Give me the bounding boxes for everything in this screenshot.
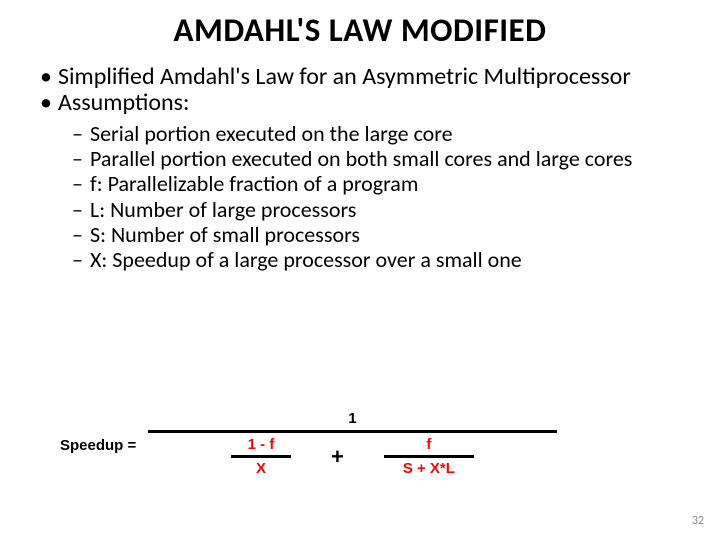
left-denominator: X xyxy=(231,458,291,477)
main-bullet-list: Simplified Amdahl's Law for an Asymmetri… xyxy=(0,64,720,117)
main-numerator: 1 xyxy=(148,410,556,433)
formula-label: Speedup = xyxy=(60,433,148,454)
right-numerator: f xyxy=(384,436,474,458)
speedup-formula: Speedup = 1 1 - f X + f S + X*L xyxy=(60,410,680,477)
sub-bullet-item: X: Speedup of a large processor over a s… xyxy=(72,247,710,272)
sub-bullet-item: L: Number of large processors xyxy=(72,197,710,222)
bullet-item: Simplified Amdahl's Law for an Asymmetri… xyxy=(40,64,700,90)
sub-bullet-item: S: Number of small processors xyxy=(72,222,710,247)
sub-bullet-item: Serial portion executed on the large cor… xyxy=(72,121,710,146)
main-denominator: 1 - f X + f S + X*L xyxy=(148,433,556,477)
bullet-item: Assumptions: xyxy=(40,90,700,116)
left-fraction: 1 - f X xyxy=(231,436,291,477)
sub-bullet-item: f: Parallelizable fraction of a program xyxy=(72,171,710,196)
sub-bullet-item: Parallel portion executed on both small … xyxy=(72,146,710,171)
slide-title: AMDAHL'S LAW MODIFIED xyxy=(0,0,720,64)
right-denominator: S + X*L xyxy=(384,458,474,477)
left-numerator: 1 - f xyxy=(231,436,291,458)
main-fraction: 1 1 - f X + f S + X*L xyxy=(148,410,556,477)
page-number: 32 xyxy=(692,514,704,528)
plus-sign: + xyxy=(331,444,344,470)
right-fraction: f S + X*L xyxy=(384,436,474,477)
sub-bullet-list: Serial portion executed on the large cor… xyxy=(0,117,720,273)
